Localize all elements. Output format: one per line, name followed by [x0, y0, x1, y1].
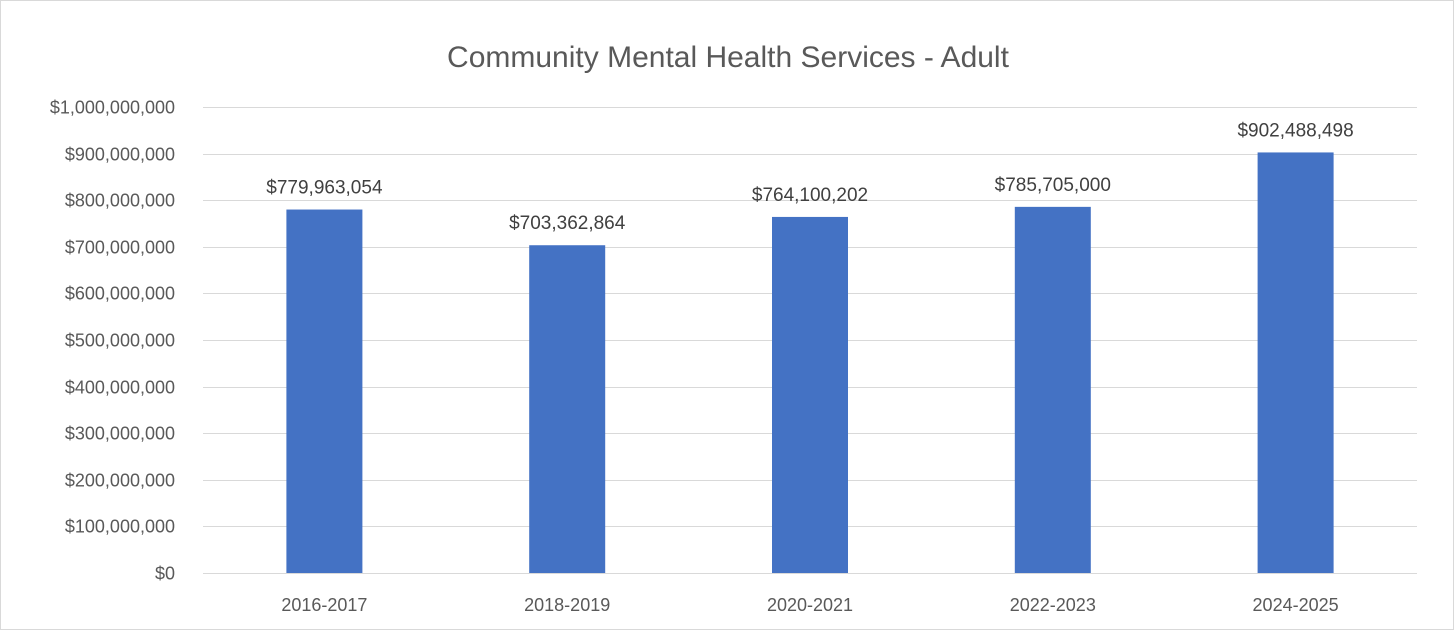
y-tick-label: $600,000,000: [65, 284, 175, 304]
x-tick-label: 2024-2025: [1253, 595, 1339, 615]
x-tick-label: 2016-2017: [281, 595, 367, 615]
y-axis-tick-labels: $0 $100,000,000 $200,000,000 $300,000,000 $4…: [50, 98, 175, 584]
data-label: $785,705,000: [995, 175, 1111, 196]
data-label: $703,362,864: [509, 213, 626, 234]
x-axis-tick-labels: 2016-2017 2018-2019 2020-2021 2022-2023 2024…: [281, 595, 1338, 615]
y-tick-label: $700,000,000: [65, 238, 175, 258]
bar: [529, 245, 605, 573]
y-tick-label: $400,000,000: [65, 378, 175, 398]
y-tick-label: $100,000,000: [65, 517, 175, 537]
x-tick-label: 2020-2021: [767, 595, 853, 615]
bar: [286, 210, 362, 573]
data-label: $902,488,498: [1237, 120, 1353, 141]
bars: [286, 152, 1333, 573]
bar: [1258, 152, 1334, 573]
y-tick-label: $300,000,000: [65, 424, 175, 444]
x-tick-label: 2022-2023: [1010, 595, 1096, 615]
y-tick-label: $800,000,000: [65, 191, 175, 211]
data-label: $779,963,054: [266, 178, 383, 199]
y-tick-label: $500,000,000: [65, 331, 175, 351]
y-tick-label: $1,000,000,000: [50, 98, 175, 118]
y-tick-label: $0: [155, 564, 175, 584]
data-label: $764,100,202: [752, 185, 868, 206]
chart-title: Community Mental Health Services - Adult: [447, 41, 1010, 74]
bar: [1015, 207, 1091, 573]
y-tick-label: $900,000,000: [65, 145, 175, 165]
y-tick-label: $200,000,000: [65, 471, 175, 491]
bar: [772, 217, 848, 573]
x-tick-label: 2018-2019: [524, 595, 610, 615]
